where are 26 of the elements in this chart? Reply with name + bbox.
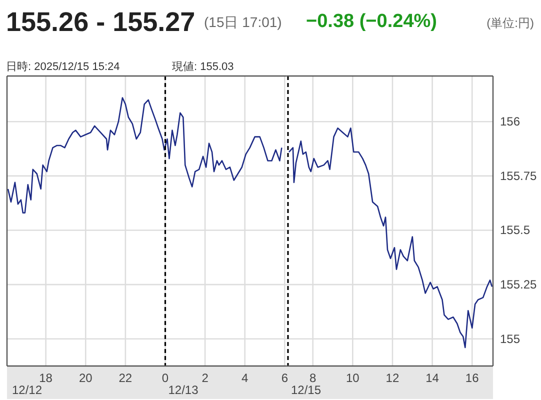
y-tick-label: 155.5 (500, 223, 530, 238)
x-tick-label: 12 (386, 371, 400, 385)
chart-subtitle: (15日 17:01) (204, 14, 282, 30)
x-tick-label: 6 (281, 371, 288, 385)
text: (単位:円) (486, 16, 534, 30)
x-tick-label: 14 (426, 371, 440, 385)
chart-title: 155.26 - 155.27 (6, 7, 196, 37)
x-tick-label: 0 (162, 371, 169, 385)
ref-line-label: 12/15 (290, 383, 322, 397)
y-tick-label: 155 (500, 332, 520, 346)
x-tick-label: 8 (310, 371, 317, 385)
x-tick-label: 20 (78, 371, 93, 385)
x-tick-label: 18 (39, 371, 53, 385)
text: −0.38 (−0.24%) (306, 11, 437, 32)
x-tick-label: 10 (346, 371, 360, 385)
y-tick-label: 156 (500, 114, 520, 129)
text: 現値: 155.03 (172, 61, 234, 73)
y-tick-label: 155.75 (500, 168, 538, 183)
text: 12/12 (12, 383, 42, 397)
x-tick-label: 16 (465, 371, 480, 385)
x-tick-label: 2 (202, 371, 209, 385)
y-tick-label: 155.25 (500, 278, 538, 292)
x-tick-label: 4 (242, 371, 249, 385)
x-tick-label: 22 (118, 371, 132, 385)
ref-line-label: 12/13 (168, 383, 199, 397)
text: 日時: 2025/12/15 15:24 (6, 60, 120, 73)
